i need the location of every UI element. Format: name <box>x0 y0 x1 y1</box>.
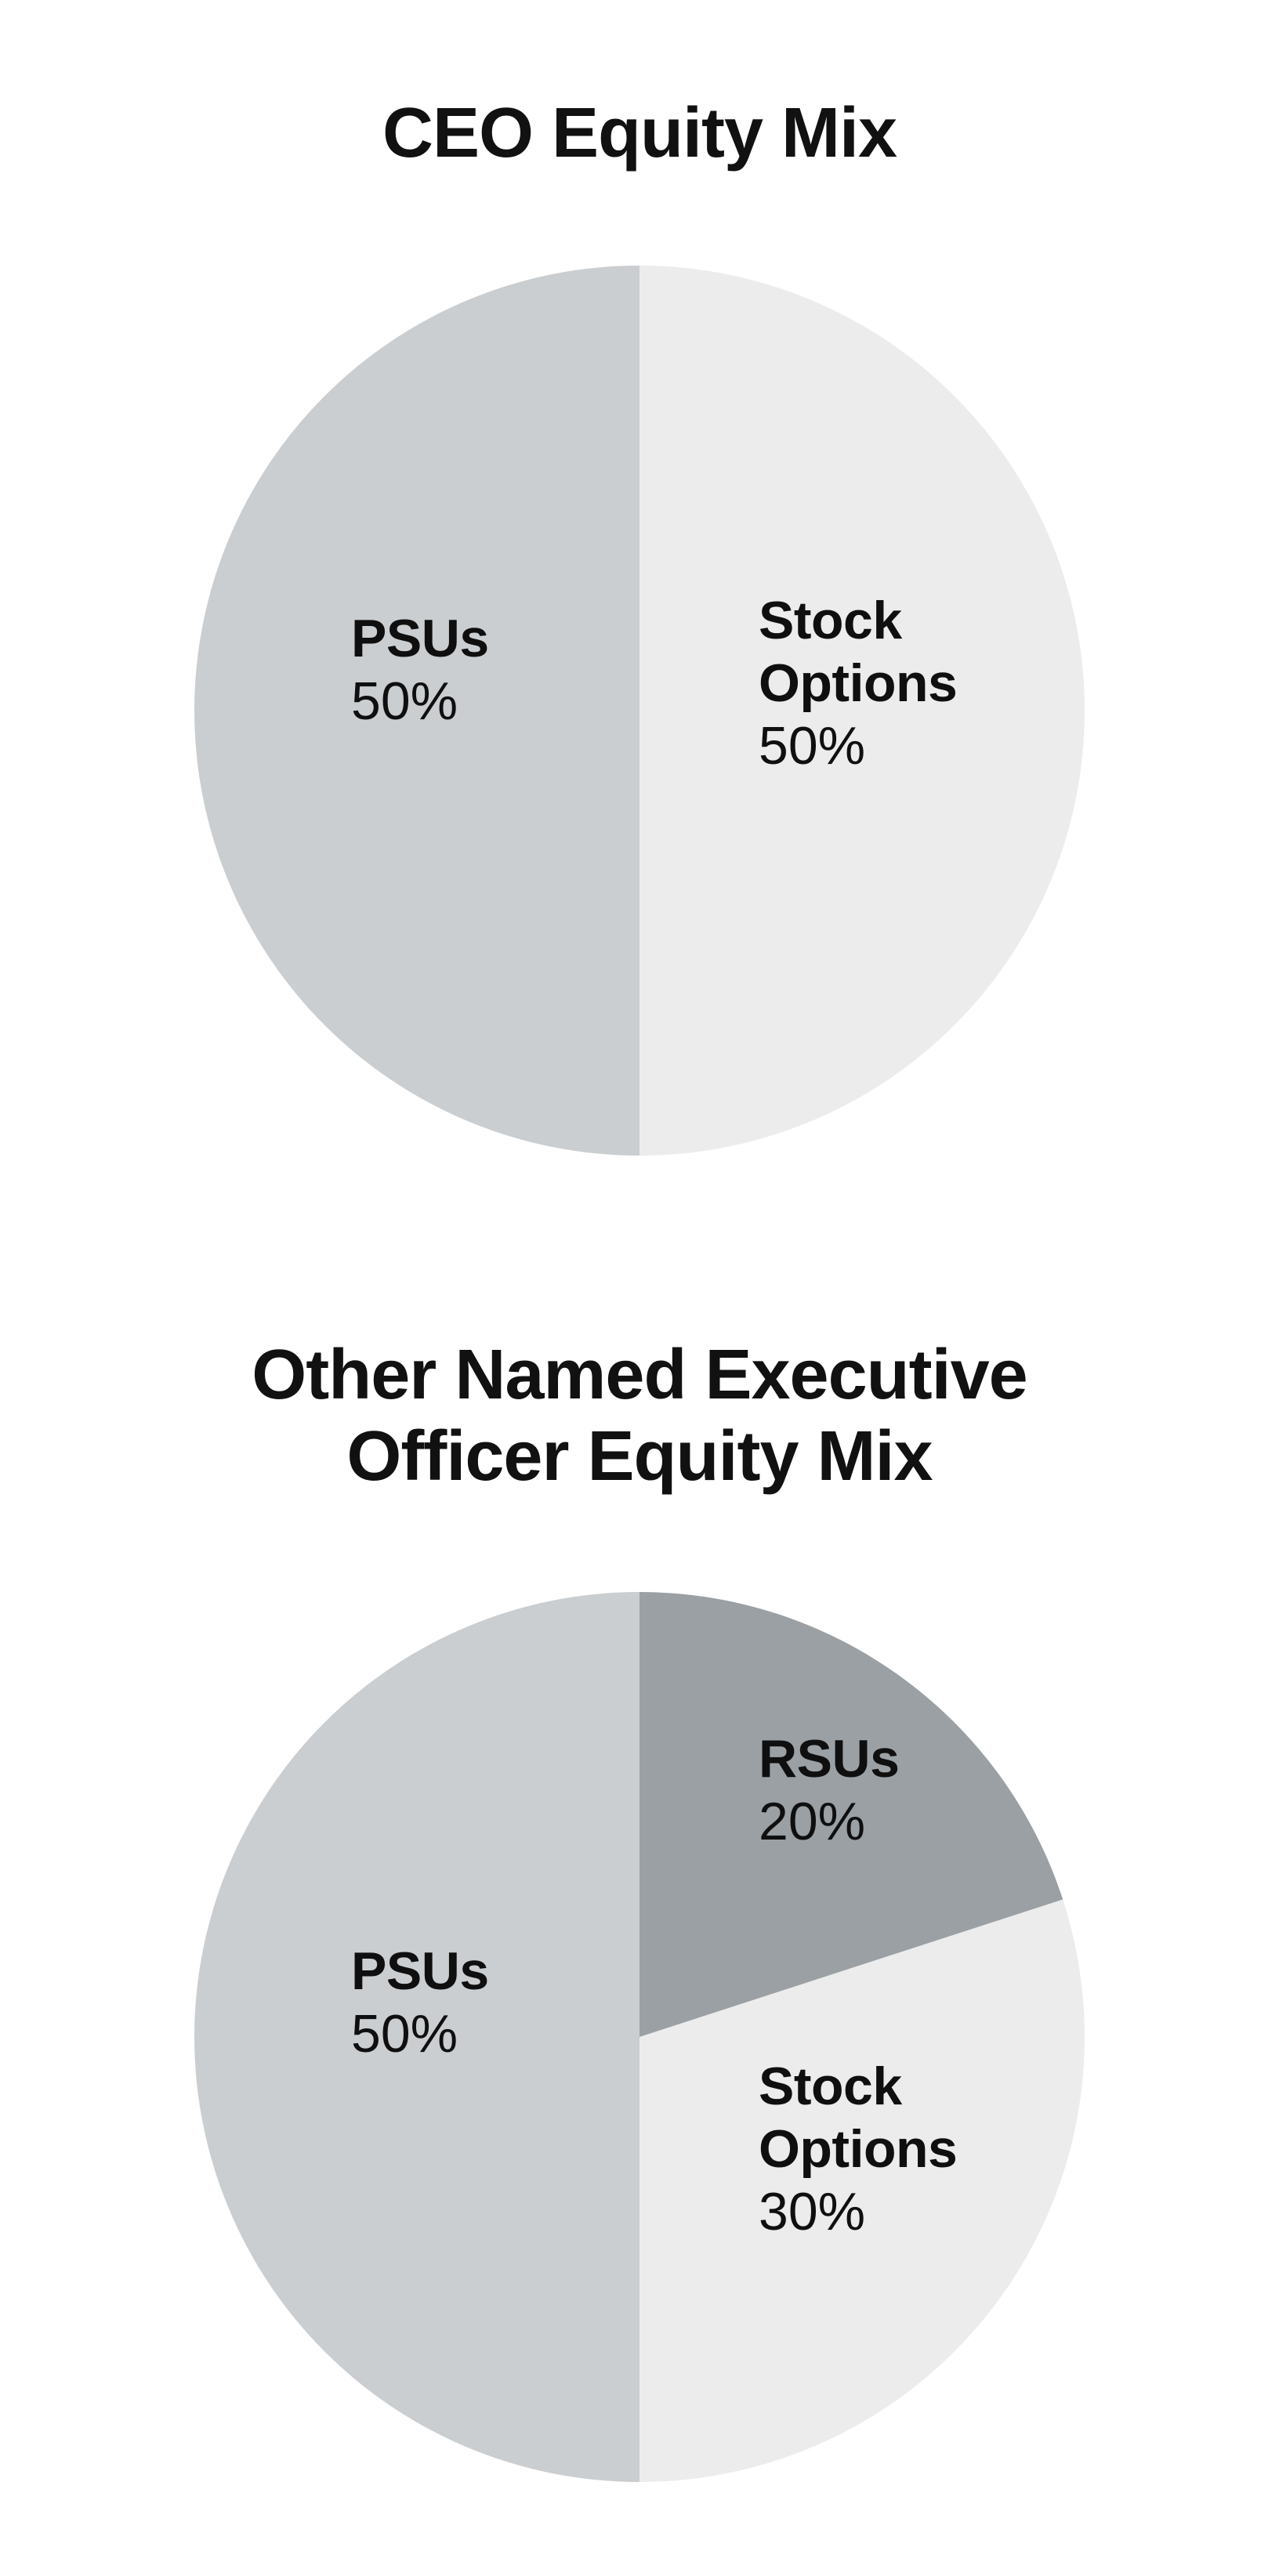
slice-name: RSUs <box>759 1729 900 1789</box>
slice-label-stock-options: Stock Options 50% <box>759 589 1041 777</box>
neo-equity-mix-title-line1: Other Named Executive <box>252 1336 1027 1414</box>
slice-label-stock-options: Stock Options 30% <box>759 2055 1041 2243</box>
slice-percent: 20% <box>759 1792 866 1851</box>
ceo-equity-mix-pie-chart <box>194 266 1085 1156</box>
pie-slice-stock-options <box>640 1899 1085 2482</box>
slice-name: PSUs <box>351 1941 489 2001</box>
pie-slice-stock-options <box>640 266 1085 1156</box>
slice-name: Stock Options <box>759 591 958 713</box>
slice-name: Stock Options <box>759 2057 958 2179</box>
slice-name: PSUs <box>351 609 489 668</box>
slice-percent: 30% <box>759 2182 866 2241</box>
slice-percent: 50% <box>351 2004 458 2064</box>
slice-label-psus: PSUs 50% <box>351 607 633 733</box>
neo-equity-mix-pie-chart <box>194 1592 1085 2482</box>
pie-slice-psus <box>194 266 640 1156</box>
slice-label-rsus: RSUs 20% <box>759 1728 1041 1853</box>
pie-slice-psus <box>194 1592 640 2482</box>
ceo-equity-mix-title: CEO Equity Mix <box>382 94 897 172</box>
neo-equity-mix-title: Other Named Executive Officer Equity Mix <box>0 1334 1279 1497</box>
neo-equity-mix-title-line2: Officer Equity Mix <box>346 1417 933 1496</box>
pie-slice-rsus <box>640 1592 1063 2037</box>
slice-label-psus: PSUs 50% <box>351 1940 633 2065</box>
slice-percent: 50% <box>759 716 866 776</box>
slice-percent: 50% <box>351 671 458 731</box>
